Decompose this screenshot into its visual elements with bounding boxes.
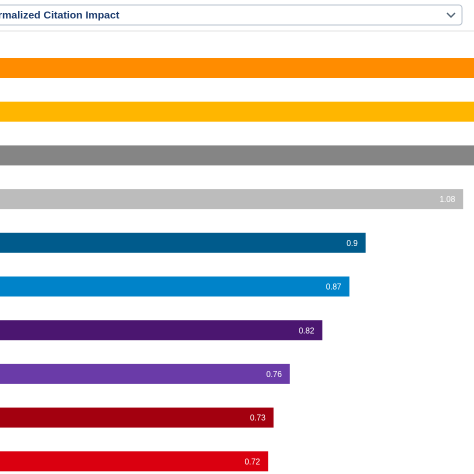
- bar: [0, 276, 350, 297]
- dropdown-chevron: [446, 12, 456, 18]
- bar: [0, 58, 474, 78]
- data-label: 1.08: [440, 195, 456, 204]
- bar: [0, 189, 464, 210]
- bar: [0, 451, 269, 472]
- data-label: 0.9: [347, 239, 359, 248]
- data-label: 0.72: [245, 457, 261, 466]
- dropdown-label: rmalized Citation Impact: [0, 9, 120, 21]
- bar: [0, 320, 323, 341]
- data-label: 0.87: [326, 283, 342, 292]
- bar: [0, 145, 474, 166]
- data-label: 0.82: [299, 326, 315, 335]
- bar: [0, 232, 366, 253]
- data-label: 0.73: [250, 414, 266, 423]
- dropdown[interactable]: [0, 4, 463, 26]
- bar: [0, 407, 274, 428]
- bar: [0, 101, 474, 122]
- data-label: 0.76: [266, 370, 282, 379]
- bar: [0, 363, 290, 384]
